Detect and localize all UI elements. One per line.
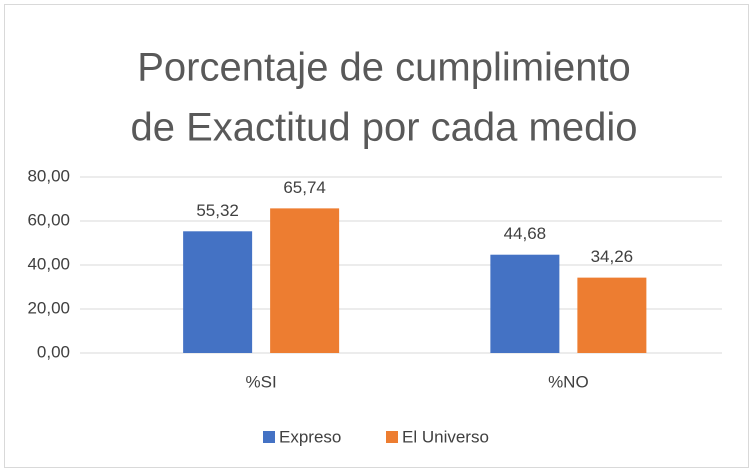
bar [270, 208, 340, 353]
legend-label: El Universo [402, 427, 489, 446]
x-tick-label: %NO [548, 372, 589, 391]
y-tick-label: 60,00 [27, 210, 70, 229]
x-tick-label: %SI [246, 372, 277, 391]
legend-label: Expreso [279, 427, 341, 446]
value-label: 34,26 [591, 247, 634, 266]
bar [490, 254, 560, 353]
y-tick-label: 20,00 [27, 298, 70, 317]
chart-title: de Exactitud por cada medio [131, 106, 638, 150]
value-label: 65,74 [283, 178, 326, 197]
value-label: 55,32 [196, 201, 239, 220]
legend-swatch [386, 431, 398, 443]
chart-border [4, 4, 749, 468]
y-tick-label: 0,00 [37, 342, 70, 361]
chart-title: Porcentaje de cumplimiento [137, 46, 631, 90]
bar [183, 231, 253, 353]
y-tick-label: 80,00 [27, 166, 70, 185]
value-label: 44,68 [504, 224, 547, 243]
y-tick-label: 40,00 [27, 254, 70, 273]
bar [577, 277, 647, 353]
legend-swatch [263, 431, 275, 443]
